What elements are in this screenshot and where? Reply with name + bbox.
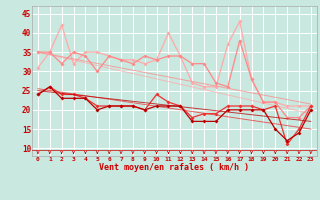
X-axis label: Vent moyen/en rafales ( km/h ): Vent moyen/en rafales ( km/h ) (100, 163, 249, 172)
